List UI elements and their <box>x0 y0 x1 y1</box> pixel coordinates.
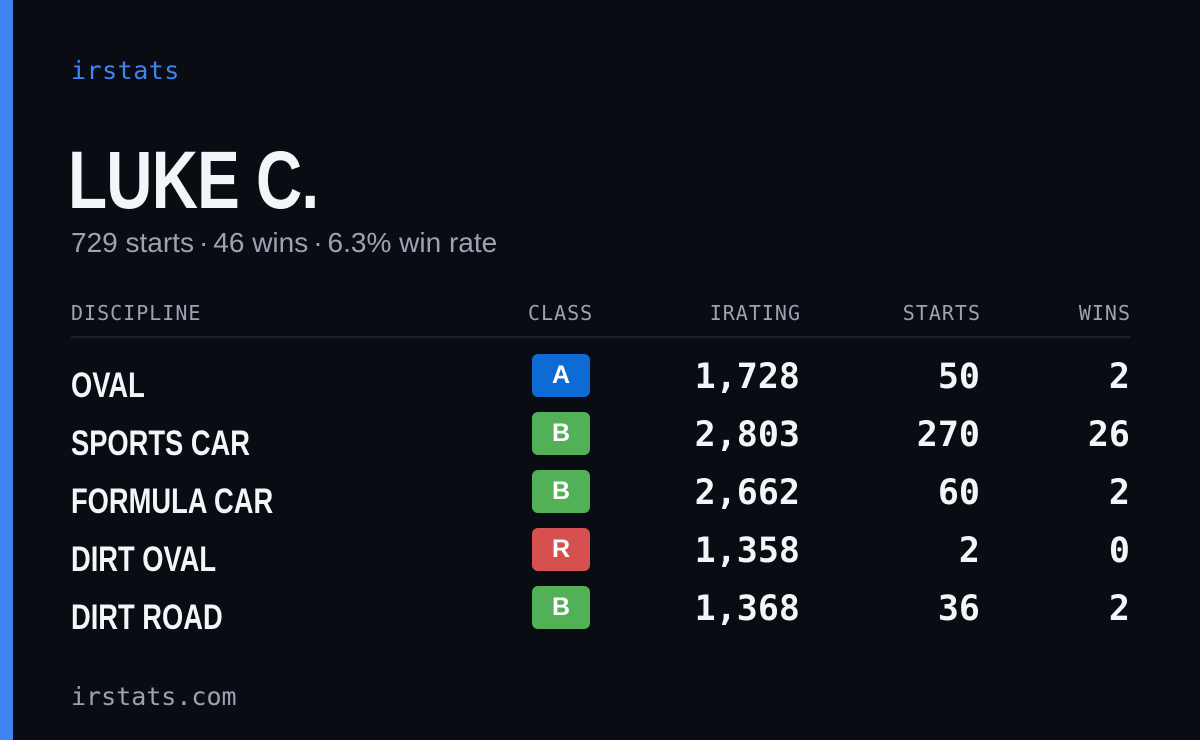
discipline-name: FORMULA CAR <box>71 482 274 521</box>
discipline-name: DIRT ROAD <box>71 598 223 637</box>
class-badge: B <box>532 412 590 455</box>
starts-value: 2 <box>958 531 980 571</box>
wins-value: 2 <box>1108 589 1130 629</box>
summary-win-rate: 6.3% win rate <box>327 227 498 258</box>
irating-value: 1,368 <box>694 589 800 629</box>
profile-summary: 729 starts · 46 wins · 6.3% win rate <box>71 227 497 259</box>
irating-value: 1,358 <box>694 531 800 571</box>
class-badge: A <box>532 354 590 397</box>
table-row: DIRT ROAD B 1,368 36 2 <box>71 586 1131 644</box>
starts-value: 60 <box>937 473 980 513</box>
discipline-name: OVAL <box>71 366 145 405</box>
header-class: CLASS <box>528 301 594 325</box>
summary-wins: 46 wins <box>213 227 309 258</box>
header-irating: IRATING <box>709 301 801 325</box>
starts-value: 270 <box>916 415 980 455</box>
wins-value: 0 <box>1108 531 1130 571</box>
irating-value: 1,728 <box>694 357 800 397</box>
table-body: OVAL A 1,728 50 2 SPORTS CAR B 2,803 270… <box>71 338 1131 644</box>
discipline-name: SPORTS CAR <box>71 424 250 463</box>
summary-starts: 729 starts <box>71 227 194 258</box>
footer-url: irstats.com <box>71 682 237 711</box>
header-starts: STARTS <box>902 301 981 325</box>
class-badge: R <box>532 528 590 571</box>
summary-separator: · <box>198 227 209 258</box>
discipline-name: DIRT OVAL <box>71 540 217 579</box>
table-header: DISCIPLINE CLASS IRATING STARTS WINS <box>71 298 1131 338</box>
summary-separator: · <box>313 227 323 258</box>
brand-logo: irstats <box>71 56 180 85</box>
starts-value: 50 <box>937 357 980 397</box>
header-discipline: DISCIPLINE <box>71 301 202 325</box>
starts-value: 36 <box>937 589 980 629</box>
table-row: SPORTS CAR B 2,803 270 26 <box>71 412 1131 470</box>
header-wins: WINS <box>1078 301 1131 325</box>
irating-value: 2,803 <box>694 415 800 455</box>
wins-value: 2 <box>1108 357 1130 397</box>
stats-table: DISCIPLINE CLASS IRATING STARTS WINS OVA… <box>71 298 1131 644</box>
class-badge: B <box>532 586 590 629</box>
profile-name: LUKE C. <box>68 135 319 226</box>
table-row: FORMULA CAR B 2,662 60 2 <box>71 470 1131 528</box>
wins-value: 2 <box>1108 473 1130 513</box>
accent-bar <box>0 0 13 740</box>
table-row: DIRT OVAL R 1,358 2 0 <box>71 528 1131 586</box>
wins-value: 26 <box>1087 415 1130 455</box>
table-row: OVAL A 1,728 50 2 <box>71 354 1131 412</box>
irating-value: 2,662 <box>694 473 800 513</box>
class-badge: B <box>532 470 590 513</box>
